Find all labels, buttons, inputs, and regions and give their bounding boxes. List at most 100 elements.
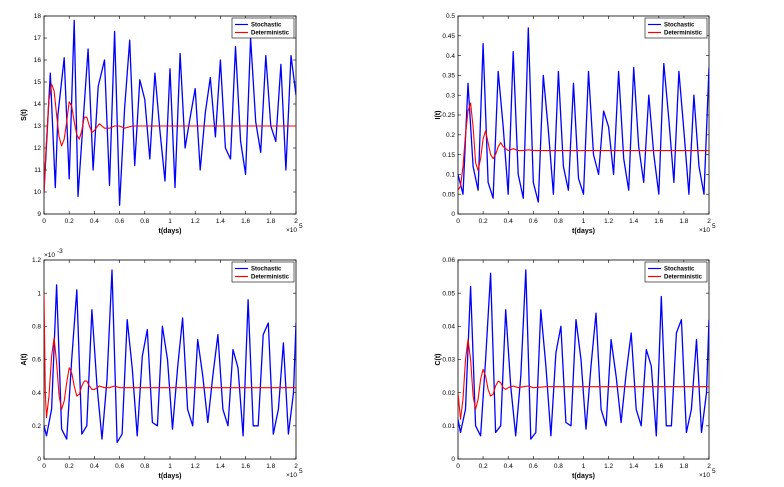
legend-entry-deterministic: Deterministic <box>251 31 290 37</box>
x-tick-label: 1.8 <box>679 463 688 470</box>
y-tick-label: 15 <box>34 79 42 86</box>
x-tick-label: 1.6 <box>654 218 663 225</box>
x-tick-label: 1.6 <box>241 218 250 225</box>
y-tick-label: 1 <box>37 290 41 297</box>
x-tick-label: 1.2 <box>191 218 200 225</box>
x-tick-label: 0.4 <box>90 218 99 225</box>
x-tick-label: 1.4 <box>629 463 638 470</box>
y-axis-label: I(t) <box>435 111 442 120</box>
x-axis-multiplier-exponent: 5 <box>712 223 716 230</box>
x-axis-label: t(days) <box>572 473 595 480</box>
y-axis-label: S(t) <box>21 109 28 121</box>
x-tick-label: 0.6 <box>529 463 538 470</box>
y-tick-label: 16 <box>34 57 42 64</box>
y-tick-label: 0.02 <box>442 390 455 397</box>
y-tick-label: 0.1 <box>446 172 455 179</box>
y-tick-label: 0.4 <box>446 53 455 60</box>
x-tick-label: 1 <box>582 463 586 470</box>
y-tick-label: 0.05 <box>442 290 455 297</box>
x-tick-label: 0.4 <box>504 218 513 225</box>
x-tick-label: 0.8 <box>554 463 563 470</box>
series-line-stochastic <box>458 269 709 440</box>
series-line-deterministic <box>458 339 709 420</box>
x-tick-label: 2 <box>294 218 298 225</box>
y-tick-label: 0.01 <box>442 423 455 430</box>
x-tick-label: 0 <box>456 218 460 225</box>
x-tick-label: 0.8 <box>554 218 563 225</box>
x-tick-label: 0 <box>456 463 460 470</box>
x-tick-label: 2 <box>707 218 711 225</box>
x-tick-label: 1.2 <box>604 218 613 225</box>
y-tick-label: 0.5 <box>446 13 455 20</box>
x-tick-label: 0.2 <box>479 463 488 470</box>
y-tick-label: 14 <box>34 101 42 108</box>
y-tick-label: 0.3 <box>446 92 455 99</box>
y-tick-label: 0.35 <box>442 73 455 80</box>
x-tick-label: 1 <box>582 218 586 225</box>
chart-panel-top-right: 0 0.2 0.4 0.6 0.8 1 1.2 1.4 1.6 1.8 2 0 0.05 0.1 0.15 0… <box>435 13 716 235</box>
x-tick-label: 1.8 <box>679 218 688 225</box>
x-tick-label: 2 <box>707 463 711 470</box>
legend: Stochastic Deterministic <box>644 17 708 39</box>
y-tick-label: 0.05 <box>442 191 455 198</box>
x-tick-label: 0.6 <box>529 218 538 225</box>
y-tick-label: 0.2 <box>446 132 455 139</box>
y-tick-label: 12 <box>34 145 42 152</box>
x-axis-multiplier: ×10 <box>286 227 297 234</box>
legend-entry-stochastic: Stochastic <box>251 23 282 29</box>
chart-panel-bottom-left: 0 0.2 0.4 0.6 0.8 1 1.2 1.4 1.6 1.8 2 0 0.2 0.4 0.6 0.8… <box>21 248 303 480</box>
y-tick-label: 0.15 <box>442 152 455 159</box>
x-tick-label: 2 <box>294 463 298 470</box>
x-tick-label: 0.4 <box>504 463 513 470</box>
chart-panel-bottom-right: 0 0.2 0.4 0.6 0.8 1 1.2 1.4 1.6 1.8 2 0 0.01 0.02 0.03… <box>435 257 716 480</box>
x-axis-multiplier-exponent: 5 <box>712 468 716 475</box>
x-tick-label: 1.6 <box>241 463 250 470</box>
x-tick-label: 1.4 <box>216 218 225 225</box>
legend-entry-deterministic: Deterministic <box>251 275 290 281</box>
x-axis-label: t(days) <box>159 228 182 235</box>
x-tick-label: 1.6 <box>654 463 663 470</box>
y-tick-label: 1.2 <box>32 257 41 264</box>
x-tick-label: 0.8 <box>140 218 149 225</box>
series-line-deterministic <box>458 102 709 191</box>
x-tick-label: 1.8 <box>266 463 275 470</box>
x-tick-label: 1.2 <box>604 463 613 470</box>
y-tick-label: 10 <box>34 189 42 196</box>
y-tick-label: 0.6 <box>32 357 41 364</box>
x-tick-label: 1.4 <box>216 463 225 470</box>
x-tick-label: 0.4 <box>90 463 99 470</box>
y-tick-label: 18 <box>34 13 42 20</box>
y-tick-label: 0 <box>451 211 455 218</box>
y-tick-label: 0 <box>451 456 455 463</box>
x-axis-multiplier: ×10 <box>286 472 297 479</box>
x-tick-label: 1 <box>168 218 172 225</box>
chart-panel-top-left: 0 0.2 0.4 0.6 0.8 1 1.2 1.4 1.6 1.8 2 9 10 11 12 13 14 15… <box>21 13 303 235</box>
x-axis-multiplier-exponent: 5 <box>299 223 303 230</box>
legend: Stochastic Deterministic <box>231 261 295 283</box>
y-tick-label: 0.2 <box>32 423 41 430</box>
x-tick-label: 0 <box>42 463 46 470</box>
series-line-stochastic <box>44 269 296 444</box>
series-line-deterministic <box>44 293 296 419</box>
plot-area-frame <box>43 15 297 215</box>
x-axis-label: t(days) <box>159 473 182 480</box>
legend-entry-deterministic: Deterministic <box>664 275 703 281</box>
y-tick-label: 9 <box>37 211 41 218</box>
y-tick-label: 0.06 <box>442 257 455 264</box>
y-tick-label: 11 <box>34 167 41 174</box>
y-tick-label: 0.25 <box>442 112 455 119</box>
x-tick-label: 0.6 <box>115 463 124 470</box>
series-line-deterministic <box>44 83 296 193</box>
x-tick-label: 1.2 <box>191 463 200 470</box>
x-tick-label: 0.6 <box>115 218 124 225</box>
y-tick-label: 0.45 <box>442 33 455 40</box>
y-tick-label: 0 <box>37 456 41 463</box>
y-axis-label: A(t) <box>21 353 28 365</box>
x-tick-label: 0.8 <box>140 463 149 470</box>
y-tick-label: 0.03 <box>442 357 455 364</box>
series-line-stochastic <box>44 19 296 206</box>
legend-entry-stochastic: Stochastic <box>664 267 695 273</box>
x-tick-label: 0.2 <box>479 218 488 225</box>
x-tick-label: 0.2 <box>65 463 74 470</box>
